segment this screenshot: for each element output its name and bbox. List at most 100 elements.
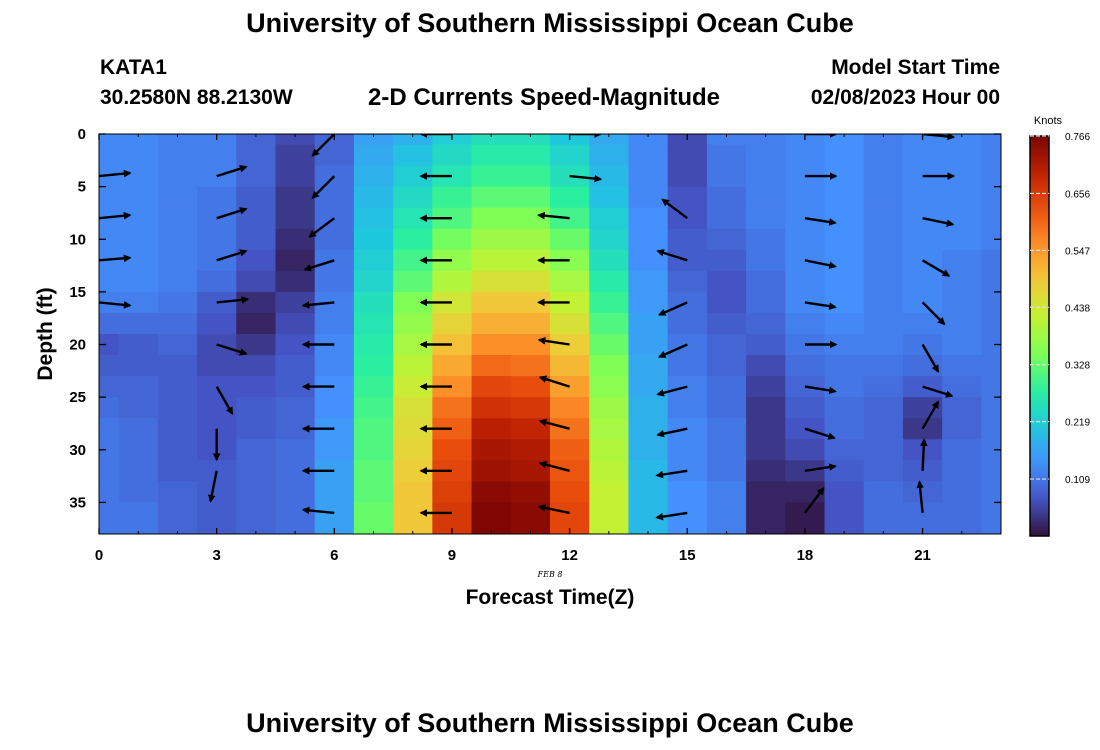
heatmap-cell [197,270,237,293]
current-vector [538,375,570,388]
heatmap-cell [706,228,747,251]
heatmap-cell [432,186,473,209]
heatmap-cell [432,249,473,272]
heatmap-cell [746,523,786,534]
heatmap-cell [589,460,630,482]
heatmap-cell [393,270,433,293]
heatmap-cell [275,207,316,230]
heatmap-cell [353,460,394,482]
x-tick-label: 3 [212,547,220,564]
heatmap-cell [746,397,786,419]
heatmap-cell [746,228,786,251]
heatmap-cell [863,481,904,504]
heatmap-cell [157,207,198,230]
heatmap-cell [746,207,786,230]
heatmap-cell [314,355,355,377]
current-vector [99,211,132,220]
heatmap-cell [550,355,590,377]
heatmap-cell [118,439,159,461]
heatmap-cell [471,228,512,251]
heatmap-cell [589,270,630,293]
heatmap-cell [863,418,904,440]
heatmap-cell [667,207,708,230]
heatmap-cell [746,144,786,167]
heatmap-cell [432,418,473,440]
heatmap-cell [236,502,277,525]
heatmap-cell [706,134,747,146]
heatmap-cell [667,418,708,440]
heatmap-cell [706,291,747,314]
heatmap-cell [432,312,473,335]
heatmap-cell [706,249,747,272]
heatmap-cell [471,270,512,293]
currents-chart: 0 3 6 9 12 15 18 21 0 5 10 15 20 25 30 35 Forecast Tim… [34,115,1090,609]
heatmap-cell [706,186,747,209]
heatmap-cell [353,249,394,272]
heatmap-cell [942,334,982,356]
station-id: KATA1 [100,56,167,79]
heatmap-cell [393,228,433,251]
colorbar-tick-label: 0.766 [1065,132,1090,143]
heatmap-cell [785,186,826,209]
heatmap-cell [981,207,1001,230]
heatmap-cell [589,144,630,167]
y-tick-label: 25 [69,389,86,406]
heatmap-cell [275,439,316,461]
current-vector [99,254,132,263]
heatmap-cell [628,291,669,314]
heatmap-cell [824,355,865,377]
heatmap-cell [785,397,826,419]
heatmap-cell [275,418,316,440]
heatmap-cell [99,186,120,209]
heatmap-cell [667,355,708,377]
heatmap-cell [275,397,316,419]
heatmap-cell [824,165,865,188]
heatmap-cell [353,291,394,314]
heatmap-cell [863,291,904,314]
heatmap-cell [981,134,1001,146]
y-tick-label: 35 [69,494,86,511]
heatmap-cell [550,376,590,398]
heatmap-cell [746,481,786,504]
heatmap-cell [99,165,120,188]
heatmap-cell [863,334,904,356]
heatmap-cell [510,312,551,335]
heatmap-cell [863,249,904,272]
heatmap-cell [589,249,630,272]
heatmap-cell [353,134,394,146]
heatmap-cell [746,460,786,482]
heatmap-cell [353,270,394,293]
heatmap-cell [275,334,316,356]
heatmap-cell [432,291,473,314]
heatmap-cell [236,376,277,398]
heatmap-cell [785,312,826,335]
heatmap-cell [628,481,669,504]
heatmap-cell [550,291,590,314]
current-vector [657,301,688,316]
heatmap-cell [471,397,512,419]
heatmap-cell [824,144,865,167]
heatmap-cell [589,312,630,335]
heatmap-cell [275,270,316,293]
heatmap-cell [236,144,277,167]
current-vector [656,249,688,262]
heatmap-cell [824,376,865,398]
heatmap-cell [981,355,1001,377]
plot-frame [98,133,1002,535]
current-vector [537,211,570,220]
heatmap-cell [510,334,551,356]
current-vector [922,134,956,141]
heatmap-cell [824,460,865,482]
current-vector [538,460,570,472]
y-tick-label: 15 [69,284,86,301]
heatmap-cell [706,334,747,356]
heatmap-cell [942,270,982,293]
heatmap-cell [99,144,120,167]
heatmap-cell [314,460,355,482]
current-vector [804,385,837,395]
heatmap-cell [157,439,198,461]
heatmap-cell [863,523,904,534]
heatmap-cell [275,523,316,534]
heatmap-cell [942,439,982,461]
heatmap-cell [432,439,473,461]
